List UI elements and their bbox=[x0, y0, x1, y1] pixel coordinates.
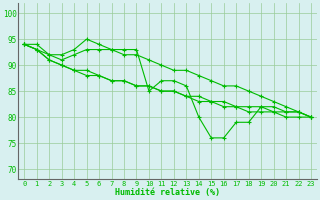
X-axis label: Humidité relative (%): Humidité relative (%) bbox=[115, 188, 220, 197]
